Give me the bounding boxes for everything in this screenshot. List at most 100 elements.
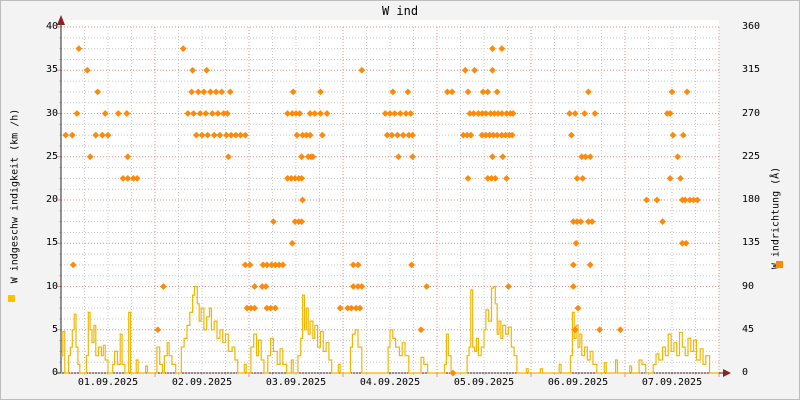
wind-direction-point — [344, 304, 352, 312]
x-axis-arrow-icon — [723, 369, 731, 377]
wind-direction-point — [323, 110, 331, 117]
wind-direction-point — [246, 261, 254, 269]
wind-direction-point — [573, 218, 581, 226]
wind-direction-point — [291, 174, 299, 182]
wind-direction-point — [317, 88, 324, 96]
wind-direction-point — [423, 283, 431, 290]
wind-direction-point — [464, 174, 472, 182]
wind-direction-point — [470, 110, 478, 117]
wind-direction-point — [490, 131, 497, 139]
wind-direction-point — [212, 88, 220, 96]
right-axis-tick-label: 90 — [742, 280, 755, 292]
right-axis-tick-label: 0 — [742, 367, 749, 378]
wind-direction-point — [643, 196, 651, 204]
wind-direction-point — [488, 174, 495, 182]
wind-direction-point — [223, 110, 231, 117]
wind-direction-point — [190, 110, 197, 117]
wind-direction-point — [498, 131, 506, 139]
wind-direction-point — [582, 153, 589, 161]
wind-direction-point — [588, 218, 596, 226]
wind-direction-point — [389, 88, 397, 96]
wind-direction-point — [659, 218, 666, 226]
wind-speed-line — [61, 285, 719, 374]
wind-direction-point — [198, 131, 206, 139]
wind-direction-point — [591, 110, 599, 117]
wind-direction-point — [581, 110, 588, 117]
wind-direction-point — [311, 110, 319, 117]
wind-direction-point — [226, 88, 234, 96]
wind-direction-point — [388, 131, 396, 139]
wind-direction-point — [394, 131, 401, 139]
wind-direction-point — [596, 326, 604, 334]
wind-direction-point — [204, 131, 212, 139]
rrdtool-watermark: RRDTOOL / TOBI OETIKER — [781, 0, 790, 4]
wind-direction-point — [466, 110, 474, 117]
wind-direction-point — [579, 174, 587, 182]
wind-direction-point — [194, 88, 202, 96]
wind-direction-point — [478, 110, 486, 117]
wind-direction-point — [317, 110, 324, 117]
wind-direction-point — [668, 88, 676, 96]
wind-direction-point — [409, 153, 416, 161]
wind-direction-point — [203, 66, 211, 74]
wind-direction-point — [474, 110, 482, 117]
wind-direction-point — [241, 261, 249, 269]
right-axis-tick-label: 315 — [742, 64, 761, 76]
wind-direction-point — [586, 261, 594, 269]
wind-direction-point — [68, 131, 76, 139]
wind-direction-point — [482, 131, 490, 139]
wind-direction-point — [396, 110, 404, 117]
wind-direction-point — [478, 131, 486, 139]
wind-direction-point — [443, 88, 451, 96]
wind-direction-point — [505, 283, 512, 290]
wind-direction-point — [306, 110, 314, 117]
wind-direction-point — [386, 110, 394, 117]
wind-direction-point — [243, 304, 251, 312]
wind-direction-point — [289, 88, 297, 96]
wind-direction-point — [409, 131, 416, 139]
wind-direction-point — [490, 110, 498, 117]
wind-direction-point — [358, 283, 366, 290]
wind-direction-point — [354, 261, 362, 269]
right-axis-title: W indrichtung (Å) — [770, 166, 782, 270]
wind-direction-point — [666, 110, 674, 117]
wind-direction-point — [237, 131, 244, 139]
wind-direction-point — [267, 304, 275, 312]
left-axis-tick-label: 10 — [45, 280, 58, 292]
wind-direction-point — [486, 131, 494, 139]
wind-direction-point — [479, 88, 487, 96]
wind-direction-point — [288, 239, 296, 247]
left-axis-tick-label: 35 — [45, 64, 58, 76]
wind-direction-point — [189, 66, 196, 74]
wind-direction-point — [358, 66, 366, 74]
wind-direction-point — [129, 174, 137, 182]
wind-direction-point — [464, 88, 472, 96]
wind-direction-point — [210, 131, 218, 139]
wind-direction-point — [693, 196, 701, 204]
wind-direction-point — [669, 131, 677, 139]
wind-direction-point — [569, 261, 577, 269]
wind-direction-point — [573, 174, 581, 182]
wind-direction-point — [241, 131, 249, 139]
wind-direction-point — [683, 88, 691, 96]
left-axis-tick-label: 40 — [45, 21, 58, 32]
wind-direction-point — [86, 153, 94, 161]
left-axis-tick-label: 20 — [45, 194, 58, 205]
wind-direction-point — [114, 110, 122, 117]
y-axis-arrow-icon — [57, 15, 65, 25]
left-axis-title: W indgeschw indigkeit (km /h) — [9, 108, 21, 284]
wind-direction-point — [571, 110, 579, 117]
wind-direction-point — [491, 174, 499, 182]
wind-direction-point — [124, 174, 132, 182]
wind-direction-point — [354, 283, 362, 290]
wind-direction-point — [184, 110, 192, 117]
wind-direction-point — [119, 174, 127, 182]
wind-direction-point — [484, 88, 492, 96]
wind-direction-point — [227, 131, 235, 139]
wind-direction-point — [498, 110, 506, 117]
wind-direction-point — [349, 261, 357, 269]
wind-direction-point — [271, 261, 279, 269]
wind-direction-point — [309, 153, 317, 161]
wind-direction-point — [569, 218, 577, 226]
wind-direction-point — [509, 110, 517, 117]
